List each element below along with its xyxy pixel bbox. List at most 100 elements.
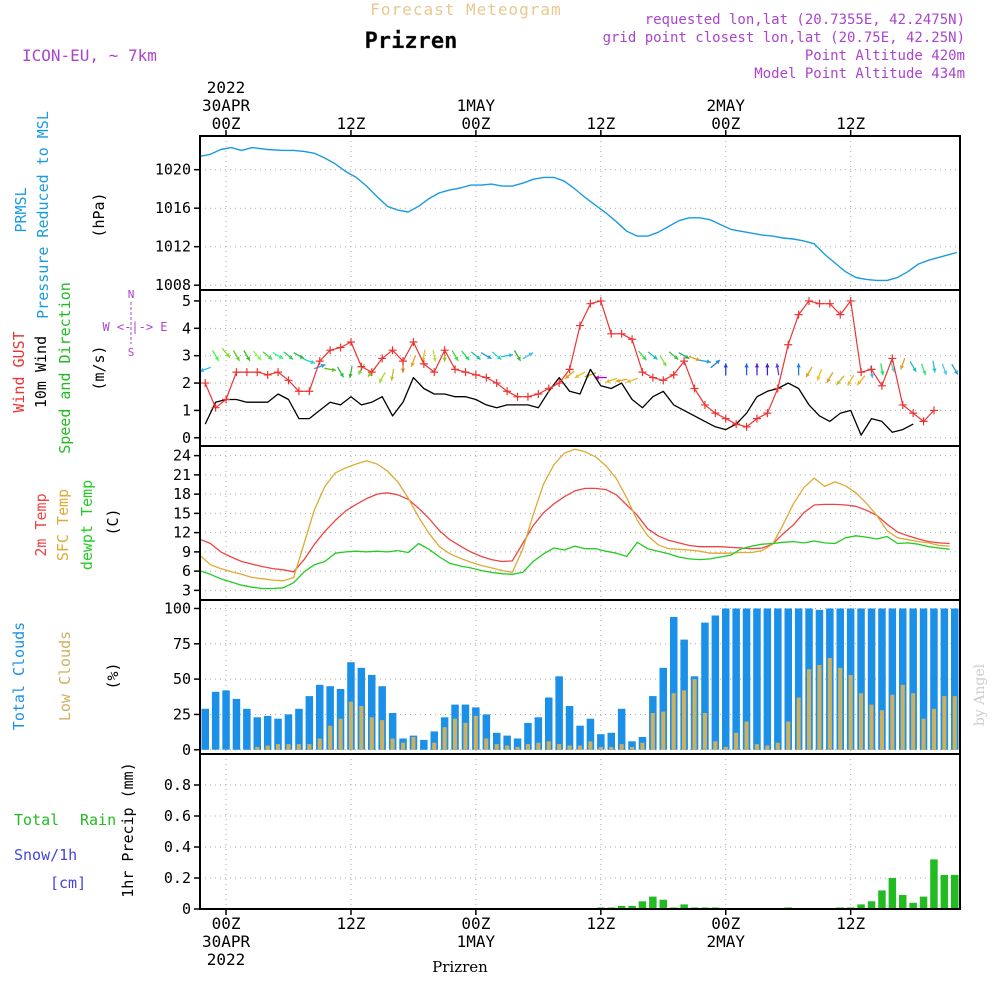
wind-arrow-head xyxy=(574,373,580,378)
low-cloud-bar xyxy=(494,744,499,750)
pressure-label-2: Pressure Reduced to MSL xyxy=(34,111,52,319)
precip-bar xyxy=(867,901,876,910)
low-cloud-bar xyxy=(765,745,770,750)
x-tick-label-bottom: 2MAY xyxy=(706,932,745,951)
total-cloud-bar xyxy=(274,718,282,750)
y-tick-label: 0 xyxy=(182,900,191,918)
low-cloud-bar xyxy=(276,744,281,750)
wind-arrow-head xyxy=(454,356,459,361)
total-cloud-bar xyxy=(222,690,230,750)
low-cloud-bar xyxy=(848,674,853,750)
wind-arrow-head xyxy=(615,378,620,383)
total-cloud-bar xyxy=(201,708,209,750)
wind-gust-marker xyxy=(648,373,657,382)
precip-bar xyxy=(628,905,636,909)
low-cloud-bar xyxy=(890,694,895,750)
total-cloud-bar xyxy=(555,676,563,750)
wind-gust-marker xyxy=(367,368,376,377)
wind-arrow xyxy=(659,355,667,367)
y-tick-label: 12 xyxy=(173,524,191,542)
wind-arrow xyxy=(451,350,459,362)
wind-arrow-head xyxy=(331,367,337,372)
temp-labels: 2m Temp SFC Temp dewpt Temp (C) xyxy=(32,480,122,570)
super-title: Forecast Meteogram xyxy=(370,0,561,19)
wind-arrow-head xyxy=(246,356,250,361)
wind-10m-line xyxy=(204,368,914,436)
wind-arrow xyxy=(920,363,927,376)
wind-arrow-head xyxy=(857,380,862,385)
y-tick-label: 2 xyxy=(182,374,191,392)
x-tick-label-top: 30APR xyxy=(202,96,251,115)
low-cloud-bar xyxy=(879,710,884,750)
low-cloud-bar xyxy=(952,696,957,750)
total-cloud-bar xyxy=(284,714,293,750)
wind-gust-marker xyxy=(763,409,772,418)
precip-bar xyxy=(617,905,626,909)
low-cloud-bar xyxy=(921,718,926,750)
wind-arrow-head xyxy=(564,374,570,379)
wind-gust-marker xyxy=(846,296,855,305)
pressure-line xyxy=(200,146,958,282)
wind-arrow xyxy=(835,375,845,386)
wind-arrow xyxy=(765,363,770,376)
total-clouds-label: Total Clouds xyxy=(10,622,28,730)
wind-arrow-head xyxy=(496,355,502,360)
wind-arrow-head xyxy=(626,378,631,384)
wind-10m-label: 10m Wind xyxy=(32,336,50,408)
total-cloud-bar xyxy=(597,734,605,750)
wind-arrow xyxy=(744,363,749,376)
precip-bar xyxy=(951,874,959,909)
x-tick-label-bottom: 1MAY xyxy=(457,932,496,951)
wind-arrow xyxy=(336,366,345,378)
total-cloud-bar xyxy=(378,686,386,750)
low-cloud-bar xyxy=(380,720,385,750)
wind-arrow xyxy=(688,355,701,362)
total-cloud-bar xyxy=(659,667,667,750)
y-tick-label: 15 xyxy=(173,504,191,522)
low-cloud-bar xyxy=(328,725,333,750)
wind-arrow-head xyxy=(594,375,599,380)
wind-gust-marker xyxy=(700,400,709,409)
wind-arrow xyxy=(932,360,937,373)
low-cloud-bar xyxy=(619,744,624,750)
wind-arrow xyxy=(470,351,481,361)
precip-bar xyxy=(919,896,928,909)
wind-gust-line xyxy=(204,300,935,428)
temp2m-line xyxy=(200,487,950,573)
wind-arrow-head xyxy=(706,359,711,364)
wind-gust-marker xyxy=(357,362,366,371)
precip-bar xyxy=(930,859,938,909)
low-cloud-bar xyxy=(911,693,916,750)
x-tick-label-bottom: 2022 xyxy=(207,950,246,969)
wind-arrow xyxy=(775,363,780,376)
x-tick-label-top: 00Z xyxy=(711,114,740,133)
clouds-labels: Total Clouds Low Clouds (%) xyxy=(10,622,122,730)
wind-arrow-head xyxy=(684,354,690,359)
wind-arrow-head xyxy=(847,381,852,386)
low-cloud-bar xyxy=(598,746,603,750)
total-cloud-bar xyxy=(701,622,709,750)
precip-total-label: Total xyxy=(14,811,59,829)
total-cloud-bar xyxy=(607,732,615,750)
wind-gust-marker xyxy=(617,329,626,338)
dewpt-label: dewpt Temp xyxy=(78,480,96,570)
total-cloud-bar xyxy=(732,608,740,750)
low-cloud-bar xyxy=(931,708,936,750)
wind-arrow xyxy=(900,358,906,370)
wind-arrow xyxy=(303,358,316,364)
total-cloud-bar xyxy=(867,608,876,750)
low-cloud-bar xyxy=(807,669,812,750)
wind-gust-marker xyxy=(513,392,522,401)
y-tick-label: 1012 xyxy=(155,238,191,256)
sfc-temp-label: SFC Temp xyxy=(54,489,72,561)
x-tick-label-top: 12Z xyxy=(836,114,865,133)
total-cloud-bar xyxy=(617,708,626,750)
wind-arrow xyxy=(348,366,353,379)
wind-arrow-head xyxy=(339,372,344,378)
wind-gust-marker xyxy=(336,343,345,352)
precip-snow-label: Snow/1h xyxy=(14,846,77,864)
wind-gust-marker xyxy=(471,370,480,379)
wind-gust-marker xyxy=(680,357,689,366)
wind-arrow xyxy=(880,363,885,376)
y-tick-label: 1020 xyxy=(155,161,191,179)
